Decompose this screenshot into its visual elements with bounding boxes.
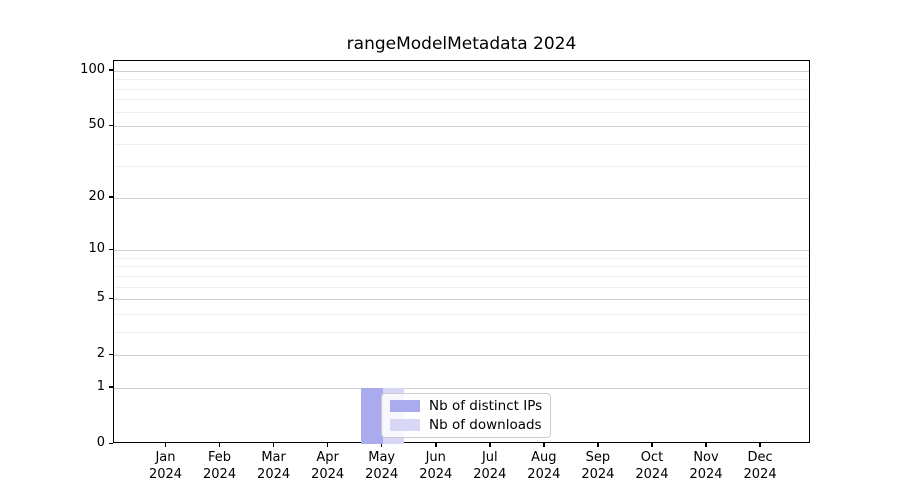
x-tick xyxy=(705,443,707,447)
y-tick xyxy=(109,196,113,198)
minor-gridline xyxy=(114,313,809,315)
x-label-month: Jun xyxy=(425,450,446,465)
x-label-month: Dec xyxy=(747,450,773,465)
legend: Nb of distinct IPs Nb of downloads xyxy=(381,393,552,438)
y-tick-label: 20 xyxy=(88,188,105,204)
major-gridline xyxy=(114,197,809,199)
x-label-month: Jan xyxy=(155,450,176,465)
x-tick xyxy=(489,443,491,447)
x-tick-label: Nov 2024 xyxy=(674,449,738,483)
x-tick-label: Dec 2024 xyxy=(728,449,792,483)
x-label-year: 2024 xyxy=(635,467,669,482)
x-label-year: 2024 xyxy=(419,467,453,482)
y-tick-label: 5 xyxy=(96,290,105,306)
x-label-month: Jul xyxy=(481,450,498,465)
y-tick-label: 10 xyxy=(88,241,105,257)
x-label-year: 2024 xyxy=(473,467,507,482)
gridlines xyxy=(114,61,809,442)
minor-gridline xyxy=(114,166,809,168)
x-label-year: 2024 xyxy=(689,467,723,482)
minor-gridline xyxy=(114,111,809,113)
legend-swatch xyxy=(390,400,420,412)
x-tick-label: Jul 2024 xyxy=(458,449,522,483)
x-tick-label: Jan 2024 xyxy=(134,449,198,483)
minor-gridline xyxy=(114,266,809,268)
x-tick xyxy=(218,443,221,447)
x-tick xyxy=(435,443,437,447)
minor-gridline xyxy=(114,286,809,288)
plot-area xyxy=(113,60,810,444)
minor-gridline xyxy=(114,143,809,145)
x-label-year: 2024 xyxy=(743,467,777,482)
major-gridline xyxy=(114,299,809,301)
major-gridline xyxy=(114,70,809,72)
x-label-year: 2024 xyxy=(148,467,183,482)
y-tick xyxy=(109,297,113,300)
x-tick-label: Apr 2024 xyxy=(296,449,360,483)
x-tick xyxy=(759,443,761,447)
x-label-month: Aug xyxy=(531,450,557,465)
x-label-month: Oct xyxy=(640,450,664,465)
y-tick xyxy=(109,353,113,356)
y-tick xyxy=(109,124,113,127)
x-label-year: 2024 xyxy=(365,467,399,482)
x-tick-label: Mar 2024 xyxy=(242,449,306,483)
minor-gridline xyxy=(114,275,809,277)
x-label-year: 2024 xyxy=(203,467,237,482)
x-tick-label: Aug 2024 xyxy=(512,449,576,483)
x-tick xyxy=(651,443,653,447)
x-tick xyxy=(164,443,167,447)
x-tick-label: May 2024 xyxy=(350,449,414,483)
y-tick-label: 0 xyxy=(96,435,105,450)
x-tick-label: Jun 2024 xyxy=(404,449,468,483)
x-tick xyxy=(380,443,383,447)
minor-gridline xyxy=(114,88,809,90)
legend-swatch xyxy=(390,419,420,431)
x-tick xyxy=(543,443,545,447)
legend-item-label: Nb of downloads xyxy=(429,417,542,433)
y-tick-label: 2 xyxy=(96,346,105,362)
major-gridline xyxy=(114,250,809,252)
x-label-month: May xyxy=(368,450,396,465)
major-gridline xyxy=(114,355,809,357)
minor-gridline xyxy=(114,79,809,81)
x-label-year: 2024 xyxy=(581,467,615,482)
y-tick-label: 100 xyxy=(80,61,105,77)
y-tick-label: 1 xyxy=(96,378,105,394)
legend-item: Nb of distinct IPs xyxy=(390,399,542,413)
minor-gridline xyxy=(114,99,809,101)
x-tick xyxy=(326,443,329,447)
legend-item: Nb of downloads xyxy=(390,418,542,432)
x-tick-label: Sep 2024 xyxy=(566,449,630,483)
x-label-month: Mar xyxy=(261,450,286,465)
y-tick xyxy=(109,442,113,444)
x-label-month: Feb xyxy=(208,450,232,465)
minor-gridline xyxy=(114,331,809,333)
x-label-month: Nov xyxy=(693,450,719,465)
x-label-month: Sep xyxy=(585,450,611,465)
x-label-month: Apr xyxy=(316,450,339,465)
y-tick xyxy=(109,69,113,71)
legend-item-label: Nb of distinct IPs xyxy=(429,398,543,414)
x-tick xyxy=(272,443,275,447)
chart-title: rangeModelMetadata 2024 xyxy=(346,34,577,54)
y-tick xyxy=(109,248,113,251)
y-tick-label: 50 xyxy=(88,117,105,133)
y-tick xyxy=(109,386,113,388)
x-label-year: 2024 xyxy=(257,467,291,482)
x-tick-label: Feb 2024 xyxy=(188,449,252,483)
minor-gridline xyxy=(114,257,809,259)
bars-layer xyxy=(114,61,809,444)
x-label-year: 2024 xyxy=(311,467,345,482)
x-tick-label: Oct 2024 xyxy=(620,449,684,483)
bar-nb-of-distinct-ips xyxy=(361,387,383,444)
major-gridline xyxy=(114,126,809,128)
major-gridline xyxy=(114,387,809,389)
x-label-year: 2024 xyxy=(527,467,561,482)
x-tick xyxy=(597,443,599,447)
